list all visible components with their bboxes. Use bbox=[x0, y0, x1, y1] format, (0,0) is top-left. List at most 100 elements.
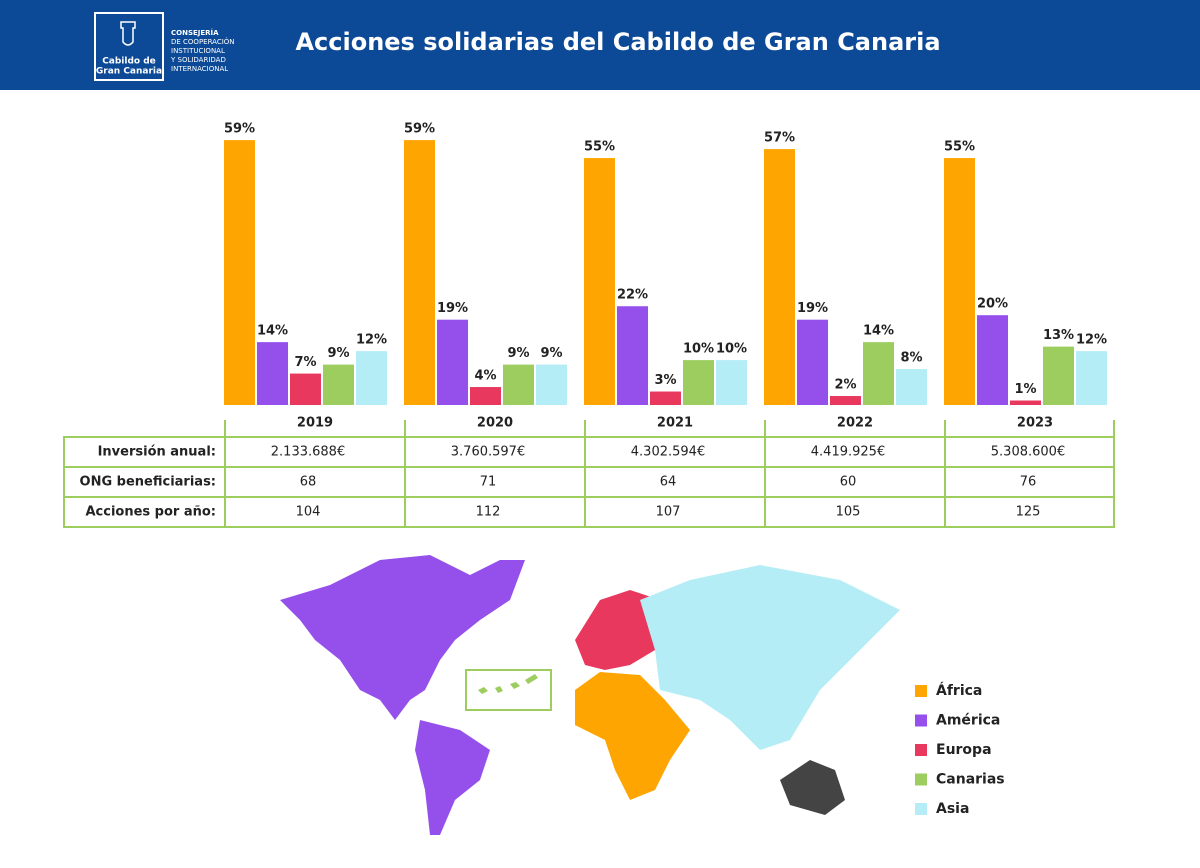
bar bbox=[896, 369, 927, 405]
data-label: 14% bbox=[863, 324, 894, 339]
data-label: 9% bbox=[507, 346, 529, 361]
legend-label: Canarias bbox=[936, 772, 1005, 788]
legend-label: África bbox=[936, 682, 982, 699]
map-europe bbox=[575, 590, 660, 670]
table-cell: 105 bbox=[836, 505, 861, 520]
data-label: 59% bbox=[224, 122, 255, 137]
data-label: 13% bbox=[1043, 328, 1074, 343]
data-label: 57% bbox=[764, 131, 795, 146]
bar bbox=[356, 351, 387, 405]
x-tick-label: 2023 bbox=[1017, 416, 1053, 431]
bar bbox=[683, 360, 714, 405]
legend-swatch bbox=[915, 714, 927, 727]
data-label: 19% bbox=[797, 301, 828, 316]
bar bbox=[863, 342, 894, 405]
table-cell: 5.308.600€ bbox=[991, 445, 1065, 460]
legend-swatch bbox=[915, 773, 927, 786]
x-tick-label: 2021 bbox=[657, 416, 693, 431]
logo-text: Gran Canaria bbox=[96, 67, 162, 77]
data-label: 20% bbox=[977, 297, 1008, 312]
bar bbox=[536, 364, 567, 405]
row-header: ONG beneficiarias: bbox=[80, 475, 216, 490]
department-line: CONSEJERÍA bbox=[171, 28, 219, 37]
data-label: 10% bbox=[683, 342, 714, 357]
legend-label: América bbox=[936, 713, 1000, 729]
table-cell: 2.133.688€ bbox=[271, 445, 345, 460]
data-label: 2% bbox=[834, 378, 856, 393]
bar bbox=[437, 319, 468, 405]
bar bbox=[830, 396, 861, 405]
data-label: 1% bbox=[1014, 382, 1036, 397]
map-africa bbox=[575, 672, 690, 800]
legend-swatch bbox=[915, 744, 927, 756]
row-header: Inversión anual: bbox=[98, 445, 216, 460]
legend-swatch bbox=[915, 685, 927, 697]
x-tick-label: 2022 bbox=[837, 416, 873, 431]
bar bbox=[224, 140, 255, 405]
logo-frame bbox=[94, 12, 164, 81]
logo-text: Cabildo de bbox=[102, 57, 156, 67]
world-map bbox=[280, 555, 900, 835]
department-line: Y SOLIDARIDAD bbox=[170, 56, 226, 64]
bar bbox=[1010, 400, 1041, 405]
legend-label: Europa bbox=[936, 742, 992, 758]
data-label: 10% bbox=[716, 342, 747, 357]
map-asia bbox=[640, 565, 900, 750]
legend: África América Europa Canarias Asia bbox=[915, 682, 1005, 817]
x-tick-label: 2019 bbox=[297, 416, 333, 431]
table-cell: 125 bbox=[1016, 505, 1041, 520]
legend-swatch bbox=[915, 803, 927, 815]
bar bbox=[404, 140, 435, 405]
data-label: 55% bbox=[584, 140, 615, 155]
table-cell: 76 bbox=[1020, 475, 1037, 490]
bar bbox=[503, 364, 534, 405]
bar bbox=[470, 387, 501, 405]
map-canarias bbox=[478, 674, 538, 694]
table-cell: 107 bbox=[656, 505, 681, 520]
map-north-america bbox=[280, 555, 525, 720]
bar bbox=[1076, 351, 1107, 405]
data-label: 9% bbox=[327, 346, 349, 361]
bar bbox=[257, 342, 288, 405]
row-header: Acciones por año: bbox=[85, 505, 216, 520]
bar bbox=[977, 315, 1008, 405]
bar bbox=[617, 306, 648, 405]
bar bbox=[650, 391, 681, 405]
bar bbox=[944, 158, 975, 405]
bar bbox=[797, 319, 828, 405]
data-label: 14% bbox=[257, 324, 288, 339]
department-line: DE COOPERACIÓN bbox=[171, 37, 235, 46]
department-line: INSTITUCIONAL bbox=[171, 47, 225, 55]
x-tick-label: 2020 bbox=[477, 416, 513, 431]
data-label: 59% bbox=[404, 122, 435, 137]
chart-title: Acciones solidarias del Cabildo de Gran … bbox=[295, 28, 940, 56]
data-label: 22% bbox=[617, 288, 648, 303]
table-cell: 60 bbox=[840, 475, 857, 490]
bar bbox=[1043, 346, 1074, 405]
bar bbox=[584, 158, 615, 405]
header-band bbox=[0, 0, 1200, 90]
bar bbox=[323, 364, 354, 405]
data-label: 3% bbox=[654, 373, 676, 388]
table-cell: 104 bbox=[296, 505, 321, 520]
map-canarias-box bbox=[465, 669, 552, 711]
data-label: 9% bbox=[540, 346, 562, 361]
legend-label: Asia bbox=[936, 801, 969, 817]
data-label: 12% bbox=[356, 333, 387, 348]
bar bbox=[290, 373, 321, 405]
data-label: 7% bbox=[294, 355, 316, 370]
data-label: 8% bbox=[900, 351, 922, 366]
table-cell: 4.419.925€ bbox=[811, 445, 885, 460]
bar-chart: 59% 14% 7% 9% 12% 2019 59% 19% 4% 9% 9% 2020 55% 22% 3… bbox=[224, 122, 1107, 431]
table-cell: 68 bbox=[300, 475, 317, 490]
bar bbox=[764, 149, 795, 405]
logo-shield bbox=[120, 21, 136, 46]
map-south-america bbox=[415, 720, 490, 835]
table-cell: 64 bbox=[660, 475, 677, 490]
table-frame bbox=[63, 436, 1115, 528]
table-cell: 112 bbox=[476, 505, 501, 520]
table-cell: 3.760.597€ bbox=[451, 445, 525, 460]
table-cell: 71 bbox=[480, 475, 497, 490]
